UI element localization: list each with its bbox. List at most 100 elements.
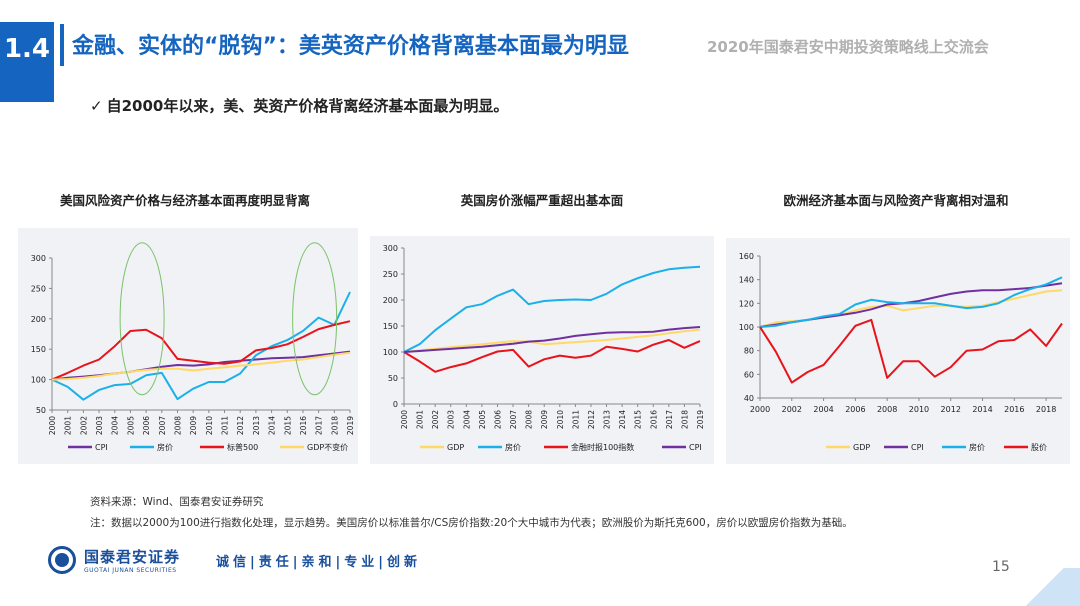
x-tick-label: 2002	[79, 416, 88, 435]
x-tick-label: 2008	[877, 405, 897, 414]
chart-3-title: 欧洲经济基本面与风险资产背离相对温和	[783, 193, 1009, 208]
series-line	[51, 291, 351, 401]
footnote: 注：数据以2000为100进行指数化处理，显示趋势。美国房价以标准普尔/CS房价…	[90, 517, 853, 529]
x-tick-label: 2018	[330, 416, 339, 435]
y-tick-label: 250	[31, 284, 46, 293]
chart-2-uk-house: 0 50 100 150 200 250 300 2000 2001 2002 2003 2004 20…	[383, 244, 705, 452]
legend-label: GDP	[853, 443, 870, 452]
page-subtitle: 2020年国泰君安中期投资策略线上交流会	[707, 38, 989, 56]
x-tick-label: 2000	[400, 410, 409, 429]
x-tick-label: 2011	[221, 416, 230, 435]
y-tick-label: 120	[739, 299, 754, 308]
y-tick-label: 40	[744, 394, 754, 403]
x-tick-label: 2019	[346, 416, 355, 435]
x-tick-label: 2006	[493, 410, 502, 429]
chart-1-title: 美国风险资产价格与经济基本面再度明显背离	[59, 193, 310, 208]
legend-label: 房价	[969, 442, 985, 452]
x-tick-label: 2013	[252, 416, 261, 435]
y-tick-label: 150	[383, 322, 398, 331]
legend-label: 房价	[505, 442, 521, 452]
x-tick-label: 2010	[205, 416, 214, 435]
legend-label: CPI	[95, 443, 108, 452]
source-note: 资料来源：Wind、国泰君安证券研究	[90, 496, 264, 508]
x-tick-label: 2015	[634, 410, 643, 429]
chart-3-europe: 40 60 80 100 120 140 160 2000 2002 2004 2006 2008 20…	[739, 252, 1063, 452]
series-line	[759, 318, 1063, 384]
x-tick-label: 2017	[315, 416, 324, 435]
x-tick-label: 2007	[158, 416, 167, 435]
series-line	[759, 289, 1063, 328]
x-tick-label: 2018	[680, 410, 689, 429]
y-tick-label: 80	[744, 347, 754, 356]
legend-label: 标普500	[227, 442, 258, 452]
check-icon: ✓	[90, 97, 103, 115]
x-tick-label: 2003	[95, 416, 104, 435]
x-tick-label: 2008	[173, 416, 182, 435]
x-tick-label: 2005	[126, 416, 135, 435]
chart-3-panel: 40 60 80 100 120 140 160 2000 2002 2004 2006 2008 20…	[726, 238, 1070, 464]
y-tick-label: 100	[739, 323, 754, 332]
x-tick-label: 2004	[462, 410, 471, 429]
key-point-text: 自2000年以来，美、英资产价格背离经济基本面最为明显。	[106, 97, 509, 115]
series-line	[403, 265, 701, 353]
y-tick-label: 100	[383, 348, 398, 357]
y-tick-label: 60	[744, 370, 754, 379]
x-tick-label: 2011	[571, 410, 580, 429]
x-tick-label: 2009	[189, 416, 198, 435]
logo-name-cn: 国泰君安证券	[84, 548, 181, 566]
highlight-ellipse	[292, 242, 338, 396]
page-number: 15	[992, 559, 1010, 575]
x-tick-label: 2000	[750, 405, 770, 414]
slogan: 诚信|责任|亲和|专业|创新	[216, 555, 421, 570]
x-tick-label: 2012	[236, 416, 245, 435]
x-tick-label: 2007	[509, 410, 518, 429]
y-tick-label: 200	[31, 315, 46, 324]
series-line	[403, 328, 701, 353]
y-tick-label: 0	[393, 400, 398, 409]
x-tick-label: 2006	[845, 405, 865, 414]
y-tick-label: 300	[31, 254, 46, 263]
x-tick-label: 2010	[909, 405, 929, 414]
x-tick-label: 2002	[431, 410, 440, 429]
y-tick-label: 100	[31, 376, 46, 385]
legend-label: GDP不变价	[307, 442, 348, 452]
chart-2-panel: 0 50 100 150 200 250 300 2000 2001 2002 2003 2004 20…	[370, 236, 714, 464]
x-tick-label: 2012	[941, 405, 961, 414]
title-accent-bar	[60, 24, 64, 66]
x-tick-label: 2000	[48, 416, 57, 435]
series-line	[403, 326, 701, 353]
chart-2-title: 英国房价涨幅严重超出基本面	[460, 193, 624, 208]
key-point: ✓ 自2000年以来，美、英资产价格背离经济基本面最为明显。	[90, 95, 508, 116]
logo-icon	[48, 546, 76, 574]
x-tick-label: 2013	[603, 410, 612, 429]
x-tick-label: 2002	[782, 405, 802, 414]
y-tick-label: 50	[388, 374, 398, 383]
x-tick-label: 2001	[416, 410, 425, 429]
x-tick-label: 2010	[556, 410, 565, 429]
x-tick-label: 2016	[1004, 405, 1024, 414]
x-tick-label: 2017	[665, 410, 674, 429]
page-title: 金融、实体的“脱钩”：美英资产价格背离基本面最为明显	[72, 34, 629, 59]
x-tick-label: 2014	[618, 410, 627, 429]
x-tick-label: 2014	[972, 405, 992, 414]
x-tick-label: 2005	[478, 410, 487, 429]
section-number: 1.4	[0, 22, 54, 102]
x-tick-label: 2006	[142, 416, 151, 435]
corner-decoration	[1010, 568, 1080, 606]
legend-label: 房价	[157, 442, 173, 452]
x-tick-label: 2016	[649, 410, 658, 429]
legend-label: CPI	[911, 443, 924, 452]
x-tick-label: 2004	[111, 416, 120, 435]
series-line	[51, 351, 351, 381]
x-tick-label: 2016	[299, 416, 308, 435]
highlight-ellipse	[119, 242, 165, 396]
x-tick-label: 2008	[525, 410, 534, 429]
series-line	[51, 320, 351, 381]
y-tick-label: 300	[383, 244, 398, 253]
x-tick-label: 2014	[268, 416, 277, 435]
y-tick-label: 200	[383, 296, 398, 305]
x-tick-label: 2019	[696, 410, 705, 429]
x-tick-label: 2003	[447, 410, 456, 429]
x-tick-label: 2012	[587, 410, 596, 429]
logo-name-en: GUOTAI JUNAN SECURITIES	[84, 567, 177, 574]
